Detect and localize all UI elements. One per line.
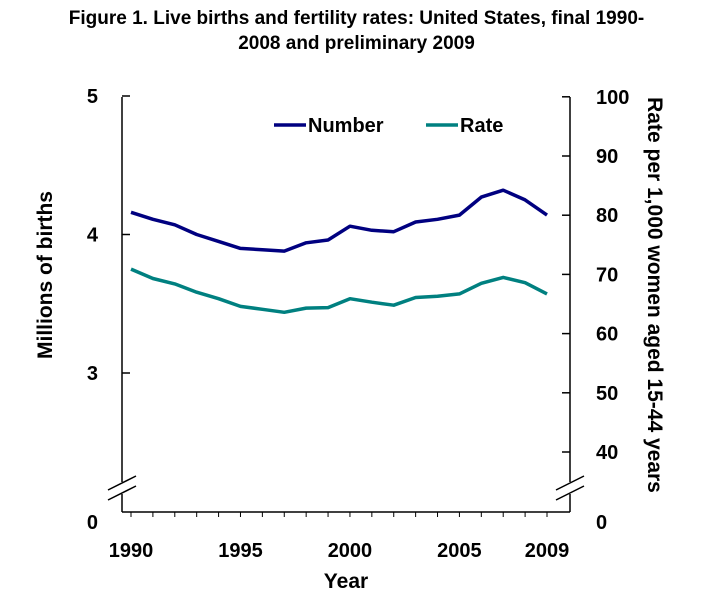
- chart-legend: Number Rate: [274, 115, 503, 137]
- left-axis-break-mark: [107, 485, 137, 501]
- chart-ticks: 5 4 3 0 100 90 80 70 60 50 40 0 1990 1995 2000 2005 2009: [87, 86, 630, 562]
- x-tick-label: 1995: [218, 540, 263, 562]
- y-right-tick-label: 60: [596, 324, 618, 346]
- series-line-rate: [130, 267, 548, 315]
- y-left-tick-label: 5: [87, 86, 98, 108]
- legend-label-rate: Rate: [460, 115, 503, 137]
- series-line-number: [130, 188, 548, 253]
- y-right-tick-label: 40: [596, 442, 618, 464]
- right-axis-break-mark: [555, 475, 585, 491]
- y-right-tick-label: 90: [596, 146, 618, 168]
- y-left-axis-title: Millions of births: [34, 191, 57, 359]
- y-left-tick-label: 4: [87, 225, 99, 247]
- x-tick-label: 2005: [437, 540, 482, 562]
- figure-title-line-1: Figure 1. Live births and fertility rate…: [68, 8, 645, 29]
- x-tick-label: 1990: [109, 540, 154, 562]
- y-right-axis-title: Rate per 1,000 women aged 15-44 years: [643, 97, 666, 493]
- y-right-tick-label: 100: [596, 87, 629, 109]
- figure-title: Figure 1. Live births and fertility rate…: [0, 6, 713, 56]
- x-tick-label: 2000: [328, 540, 373, 562]
- y-right-tick-label: 70: [596, 264, 618, 286]
- y-right-tick-label: 80: [596, 205, 618, 227]
- legend-label-number: Number: [308, 115, 384, 137]
- right-axis-break-mark: [555, 485, 585, 501]
- chart-axes: [107, 97, 585, 513]
- chart-series: [130, 188, 548, 315]
- figure-title-line-2: 2008 and preliminary 2009: [238, 33, 475, 54]
- y-right-tick-label: 50: [596, 383, 618, 405]
- y-left-tick-label: 3: [87, 363, 98, 385]
- y-right-tick-label: 0: [596, 512, 607, 534]
- chart-axis-labels: Year Millions of births Rate per 1,000 wom…: [34, 97, 666, 593]
- left-axis-break-mark: [107, 475, 137, 491]
- y-left-tick-label: 0: [87, 512, 98, 534]
- x-axis-title: Year: [324, 570, 368, 593]
- x-tick-label: 2009: [525, 540, 570, 562]
